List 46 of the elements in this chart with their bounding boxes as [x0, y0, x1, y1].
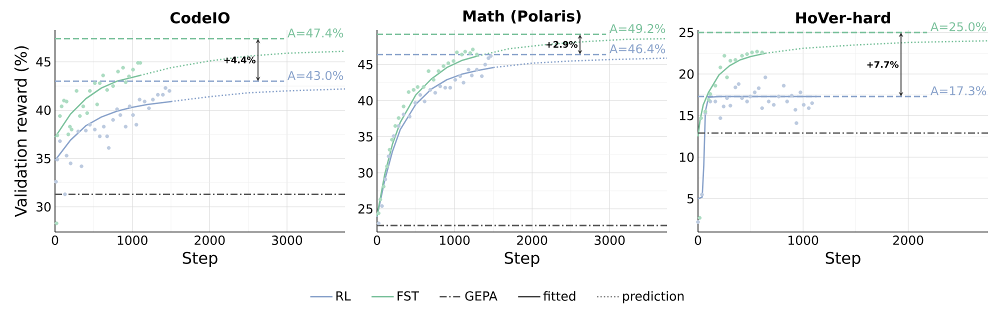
y-axis-title: Validation reward (%): [14, 46, 29, 218]
annotation: +7.7%: [867, 61, 899, 68]
x-tick-label: 0: [694, 236, 702, 245]
y-tick-label: 10: [680, 152, 694, 162]
x-tick-label: 3000: [272, 236, 302, 245]
ref-line-label: A=25.0%: [930, 22, 986, 32]
y-tick-label: 40: [358, 96, 373, 106]
x-tick-label: 2000: [893, 236, 924, 245]
x-tick-label: 0: [52, 236, 58, 245]
y-tick-label: 45: [358, 60, 372, 70]
annotation: +4.4%: [224, 56, 256, 64]
y-tick-label: 35: [36, 154, 50, 164]
ref-line-label: A=46.4%: [610, 44, 666, 54]
chart-title: CodeIO: [170, 12, 230, 24]
x-tick-label: 2000: [194, 236, 225, 245]
ref-line-label: A=17.3%: [930, 86, 986, 96]
x-tick-label: 1000: [440, 236, 470, 245]
y-tick-label: 15: [680, 110, 694, 120]
x-axis-title: Step: [504, 252, 540, 268]
y-tick-label: 45: [36, 57, 50, 67]
legend-label: FST: [398, 291, 420, 301]
y-tick-label: 25: [679, 28, 694, 38]
y-tick-label: 35: [358, 132, 372, 142]
ref-line-label: A=49.2%: [610, 24, 666, 34]
y-tick-label: 40: [36, 105, 51, 115]
legend-label: RL: [336, 291, 351, 300]
y-tick-label: 20: [679, 69, 694, 79]
chart-title: HoVer-hard: [796, 12, 890, 24]
x-axis-title: Step: [826, 252, 860, 268]
legend-label: prediction: [623, 291, 684, 304]
y-tick-label: 5: [687, 194, 694, 204]
legend-label: fitted: [543, 291, 576, 301]
legend-label: GEPA: [465, 291, 498, 301]
ref-line-label: A=43.0%: [288, 70, 344, 80]
y-tick-label: 30: [36, 202, 51, 212]
x-axis-title: Step: [182, 252, 218, 268]
ref-line-label: A=47.4%: [288, 28, 344, 38]
x-tick-label: 3000: [594, 236, 625, 245]
x-tick-label: 1000: [118, 236, 148, 245]
annotation: +2.9%: [546, 41, 578, 48]
x-tick-label: 0: [374, 236, 380, 245]
y-tick-label: 30: [358, 168, 373, 178]
x-tick-label: 1000: [788, 236, 818, 245]
y-tick-label: 25: [358, 204, 372, 214]
chart-title: Math (Polaris): [463, 10, 581, 24]
x-tick-label: 2000: [517, 236, 548, 245]
